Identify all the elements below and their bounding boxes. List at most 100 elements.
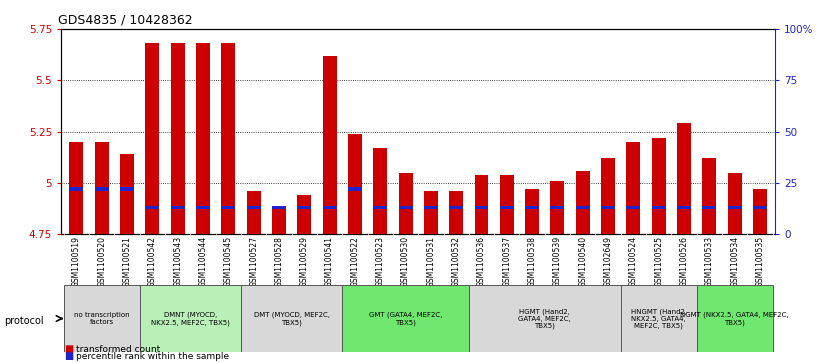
Bar xyxy=(272,208,286,234)
Bar xyxy=(475,206,489,209)
Bar xyxy=(753,189,767,234)
Bar xyxy=(728,173,742,234)
Text: GSM1100524: GSM1100524 xyxy=(629,236,638,287)
Text: GSM1100529: GSM1100529 xyxy=(299,236,308,287)
Bar xyxy=(69,187,83,191)
Text: GSM1100541: GSM1100541 xyxy=(325,236,334,287)
Bar xyxy=(246,206,260,209)
Text: GSM1100527: GSM1100527 xyxy=(249,236,258,287)
Bar xyxy=(576,171,590,234)
Bar xyxy=(272,206,286,209)
Text: GSM1100536: GSM1100536 xyxy=(477,236,486,287)
Text: GSM1100519: GSM1100519 xyxy=(72,236,81,287)
Bar xyxy=(196,44,210,234)
Text: GSM1100538: GSM1100538 xyxy=(528,236,537,287)
Text: GSM1100534: GSM1100534 xyxy=(730,236,739,287)
Text: DMNT (MYOCD,
NKX2.5, MEF2C, TBX5): DMNT (MYOCD, NKX2.5, MEF2C, TBX5) xyxy=(151,311,230,326)
Text: GSM1100522: GSM1100522 xyxy=(350,236,359,287)
Bar xyxy=(95,142,109,234)
Text: GSM1100520: GSM1100520 xyxy=(97,236,106,287)
Bar xyxy=(469,285,621,352)
Bar xyxy=(424,206,438,209)
Bar xyxy=(551,181,565,234)
Text: GSM1102649: GSM1102649 xyxy=(604,236,613,287)
Bar xyxy=(652,138,666,234)
Text: GSM1100531: GSM1100531 xyxy=(426,236,436,287)
Bar xyxy=(677,123,691,234)
Text: GSM1100535: GSM1100535 xyxy=(756,236,765,287)
Bar xyxy=(652,206,666,209)
Bar xyxy=(297,206,311,209)
Text: GSM1100530: GSM1100530 xyxy=(401,236,410,287)
Bar xyxy=(677,206,691,209)
Text: percentile rank within the sample: percentile rank within the sample xyxy=(76,352,229,361)
Bar xyxy=(171,206,184,209)
Text: ■: ■ xyxy=(64,351,73,361)
Bar xyxy=(500,206,514,209)
Bar xyxy=(348,187,361,191)
Text: GSM1100525: GSM1100525 xyxy=(654,236,663,287)
Text: GSM1100528: GSM1100528 xyxy=(274,236,283,287)
Text: GSM1100544: GSM1100544 xyxy=(198,236,207,287)
Bar xyxy=(95,187,109,191)
Bar xyxy=(576,206,590,209)
Bar xyxy=(373,148,387,234)
Text: HNGMT (Hand2,
NKX2.5, GATA4,
MEF2C, TBX5): HNGMT (Hand2, NKX2.5, GATA4, MEF2C, TBX5… xyxy=(631,308,687,329)
Text: protocol: protocol xyxy=(4,316,44,326)
Bar xyxy=(120,187,134,191)
Bar xyxy=(526,189,539,234)
Bar xyxy=(246,191,260,234)
Bar xyxy=(621,285,697,352)
Text: GSM1100521: GSM1100521 xyxy=(122,236,131,287)
Bar xyxy=(398,206,413,209)
Bar xyxy=(140,285,241,352)
Text: GSM1100539: GSM1100539 xyxy=(553,236,562,287)
Bar xyxy=(424,191,438,234)
Bar xyxy=(120,154,134,234)
Text: GSM1100523: GSM1100523 xyxy=(375,236,384,287)
Bar xyxy=(450,206,463,209)
Text: ■: ■ xyxy=(64,344,73,354)
Bar xyxy=(221,206,235,209)
Text: GMT (GATA4, MEF2C,
TBX5): GMT (GATA4, MEF2C, TBX5) xyxy=(369,311,442,326)
Text: GSM1100537: GSM1100537 xyxy=(503,236,512,287)
Bar xyxy=(373,206,387,209)
Bar xyxy=(69,142,83,234)
Bar xyxy=(697,285,773,352)
Bar xyxy=(221,44,235,234)
Bar xyxy=(322,56,336,234)
Bar xyxy=(703,158,716,234)
Bar xyxy=(64,285,140,352)
Bar xyxy=(551,206,565,209)
Text: HGMT (Hand2,
GATA4, MEF2C,
TBX5): HGMT (Hand2, GATA4, MEF2C, TBX5) xyxy=(518,308,571,329)
Bar xyxy=(500,175,514,234)
Bar xyxy=(475,175,489,234)
Bar xyxy=(728,206,742,209)
Bar xyxy=(348,134,361,234)
Bar xyxy=(450,191,463,234)
Bar xyxy=(342,285,469,352)
Text: NGMT (NKX2.5, GATA4, MEF2C,
TBX5): NGMT (NKX2.5, GATA4, MEF2C, TBX5) xyxy=(681,311,789,326)
Text: GSM1100543: GSM1100543 xyxy=(173,236,182,287)
Bar xyxy=(297,195,311,234)
Bar xyxy=(601,158,615,234)
Text: GSM1100545: GSM1100545 xyxy=(224,236,233,287)
Bar xyxy=(322,206,336,209)
Bar xyxy=(145,44,159,234)
Text: GSM1100532: GSM1100532 xyxy=(452,236,461,287)
Bar xyxy=(145,206,159,209)
Text: GSM1100540: GSM1100540 xyxy=(579,236,588,287)
Bar xyxy=(171,44,184,234)
Text: transformed count: transformed count xyxy=(76,345,160,354)
Text: GSM1100542: GSM1100542 xyxy=(148,236,157,287)
Bar xyxy=(196,206,210,209)
Bar xyxy=(703,206,716,209)
Bar xyxy=(241,285,342,352)
Bar xyxy=(753,206,767,209)
Bar xyxy=(601,206,615,209)
Bar xyxy=(627,142,641,234)
Text: no transcription
factors: no transcription factors xyxy=(74,312,130,325)
Text: GSM1100533: GSM1100533 xyxy=(705,236,714,287)
Text: GSM1100526: GSM1100526 xyxy=(680,236,689,287)
Bar xyxy=(526,206,539,209)
